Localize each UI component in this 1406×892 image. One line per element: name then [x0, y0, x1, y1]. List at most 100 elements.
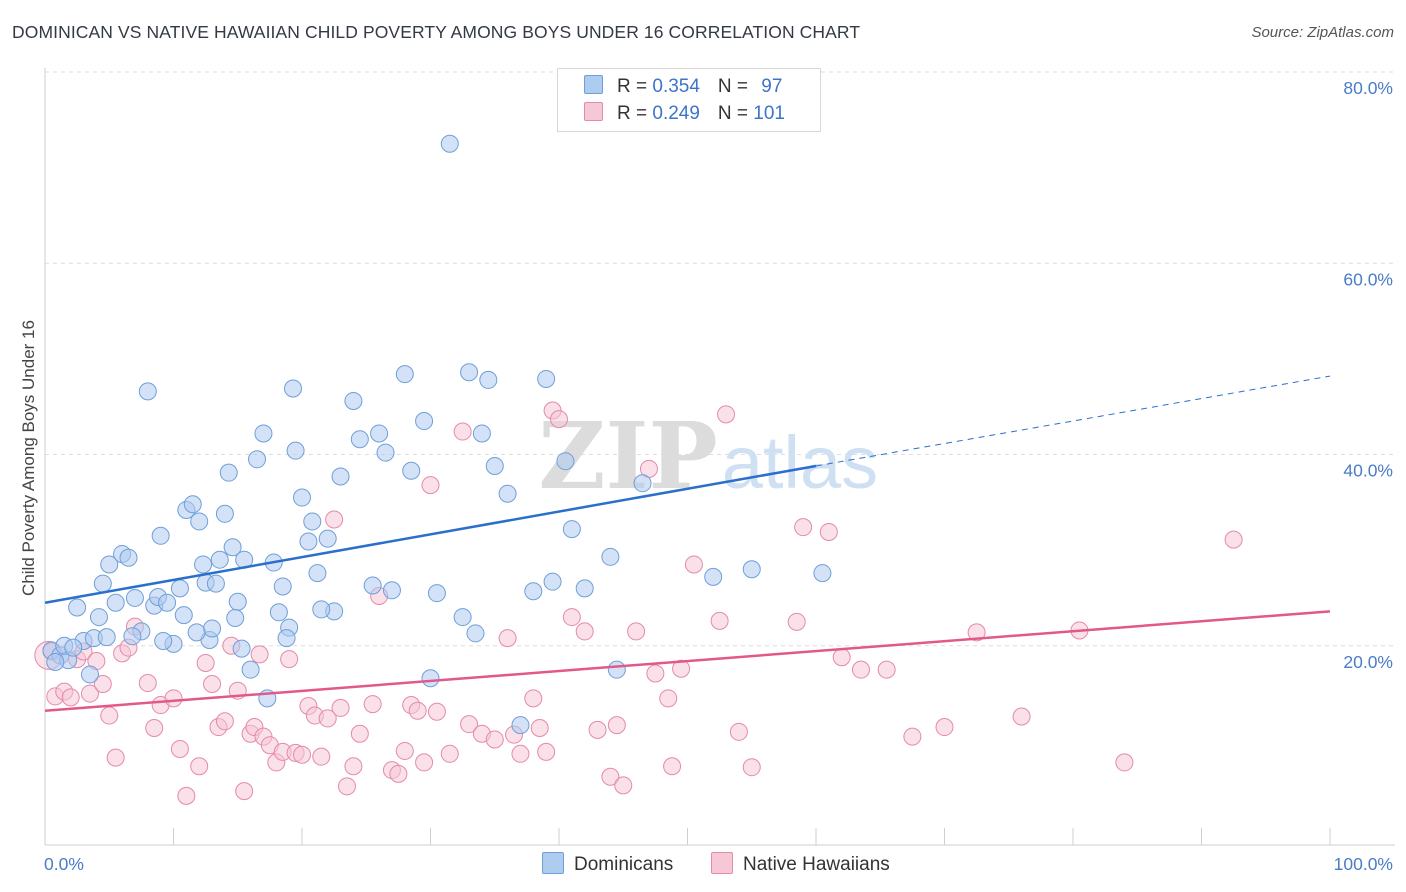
- data-point-native-hawaiians: [164, 689, 183, 708]
- data-point-native-hawaiians: [967, 623, 986, 642]
- data-point-dominicans: [219, 463, 238, 482]
- data-point-native-hawaiians: [742, 758, 761, 777]
- data-point-native-hawaiians: [627, 622, 646, 641]
- data-point-native-hawaiians: [684, 555, 703, 574]
- stats-legend: R = 0.354 N = 97 R = 0.249 N = 101: [557, 68, 821, 132]
- data-point-dominicans: [562, 520, 581, 539]
- data-point-dominicans: [344, 391, 363, 410]
- axes: [44, 68, 1395, 846]
- data-point-dominicans: [601, 547, 620, 566]
- data-point-native-hawaiians: [601, 767, 620, 786]
- data-point-dominicans: [158, 593, 177, 612]
- dominicans-points: [42, 134, 832, 735]
- trend-lines: [44, 375, 1331, 713]
- data-point-native-hawaiians: [80, 684, 99, 703]
- data-point-dominicans: [254, 424, 273, 443]
- data-point-dominicans: [154, 631, 173, 650]
- data-point-native-hawaiians: [350, 724, 369, 743]
- data-point-dominicans: [228, 592, 247, 611]
- data-point-dominicans: [479, 370, 498, 389]
- data-point-dominicans: [277, 629, 296, 648]
- data-point-dominicans: [170, 579, 189, 598]
- data-point-native-hawaiians: [1115, 753, 1134, 772]
- data-point-native-hawaiians: [710, 611, 729, 630]
- legend-item-dominicans[interactable]: Dominicans: [542, 852, 673, 876]
- trend-line-native-hawaiians: [44, 610, 1331, 713]
- legend-r-value: 0.249: [652, 103, 700, 124]
- data-point-dominicans: [106, 593, 125, 612]
- data-point-dominicans: [286, 441, 305, 460]
- data-point-native-hawaiians: [485, 730, 504, 749]
- data-point-native-hawaiians: [293, 745, 311, 764]
- data-point-dominicans: [363, 576, 382, 595]
- data-point-dominicans: [742, 560, 761, 579]
- data-point-dominicans: [704, 567, 723, 586]
- data-point-native-hawaiians: [325, 510, 344, 529]
- data-point-native-hawaiians: [537, 742, 556, 761]
- data-point-native-hawaiians: [138, 674, 157, 693]
- data-point-dominicans: [402, 461, 421, 480]
- legend-swatch-native-hawaiians: [584, 102, 603, 121]
- data-point-dominicans: [223, 538, 242, 557]
- data-point-dominicans: [269, 603, 288, 622]
- legend-label-dominicans: Dominicans: [574, 854, 674, 875]
- chart-title: DOMINICAN VS NATIVE HAWAIIAN CHILD POVER…: [12, 22, 861, 42]
- legend-n-value: 97: [761, 76, 783, 97]
- data-point-native-hawaiians: [389, 764, 408, 783]
- data-point-dominicans: [537, 369, 556, 388]
- legend-n-value: 101: [753, 103, 785, 124]
- watermark: ZIP atlas: [538, 402, 878, 510]
- data-point-dominicans: [427, 584, 446, 603]
- data-point-native-hawaiians: [235, 782, 254, 801]
- legend-r-label: R =: [617, 103, 653, 124]
- data-point-native-hawaiians: [421, 476, 440, 495]
- data-point-dominicans: [284, 379, 303, 398]
- data-point-dominicans: [308, 564, 327, 583]
- data-point-dominicans: [498, 484, 517, 503]
- data-point-dominicans: [440, 134, 459, 153]
- data-point-dominicans: [210, 550, 229, 569]
- data-point-native-hawaiians: [1224, 530, 1243, 549]
- legend-n-label: N =: [717, 76, 754, 97]
- data-point-native-hawaiians: [672, 659, 691, 678]
- trend-line-dominicans: [44, 464, 817, 604]
- legend-swatch-native-hawaiians: [711, 852, 733, 874]
- tick-labels: 20.0% 40.0% 60.0% 80.0% 0.0% 100.0%: [44, 78, 1393, 874]
- data-point-dominicans: [460, 363, 479, 382]
- data-point-native-hawaiians: [460, 715, 479, 734]
- y-tick-label: 40.0%: [1343, 461, 1393, 481]
- data-point-native-hawaiians: [312, 747, 331, 766]
- data-point-dominicans: [226, 609, 245, 628]
- legend-row-dominicans: R = 0.354 N = 97: [584, 75, 782, 101]
- data-point-dominicans: [421, 669, 440, 688]
- data-point-dominicans: [125, 588, 144, 607]
- data-point-dominicans: [64, 638, 83, 657]
- data-point-native-hawaiians: [498, 629, 517, 648]
- data-point-native-hawaiians: [832, 648, 851, 667]
- data-point-dominicans: [607, 660, 626, 679]
- data-point-dominicans: [232, 639, 251, 658]
- data-point-native-hawaiians: [614, 776, 633, 795]
- data-point-native-hawaiians: [203, 675, 222, 693]
- data-point-dominicans: [303, 512, 322, 531]
- trend-line-dominicans-extension: [815, 375, 1331, 467]
- data-point-dominicans: [138, 382, 157, 401]
- x-tick-label: 100.0%: [1334, 854, 1393, 874]
- data-point-native-hawaiians: [935, 718, 954, 737]
- data-point-native-hawaiians: [511, 744, 530, 763]
- data-point-dominicans: [453, 608, 472, 627]
- source-credit: Source: ZipAtlas.com: [1251, 24, 1394, 41]
- data-point-dominicans: [151, 526, 170, 545]
- data-point-dominicans: [241, 660, 260, 679]
- legend-item-native-hawaiians[interactable]: Native Hawaiians: [711, 852, 890, 876]
- data-point-native-hawaiians: [408, 701, 427, 720]
- data-point-native-hawaiians: [575, 622, 594, 641]
- data-point-native-hawaiians: [562, 608, 581, 627]
- data-point-dominicans: [318, 529, 337, 548]
- legend-label-native-hawaiians: Native Hawaiians: [743, 854, 890, 875]
- data-point-dominicans: [97, 628, 116, 647]
- data-point-native-hawaiians: [145, 718, 164, 737]
- data-point-dominicans: [376, 443, 395, 462]
- legend-n-label: N =: [717, 103, 754, 124]
